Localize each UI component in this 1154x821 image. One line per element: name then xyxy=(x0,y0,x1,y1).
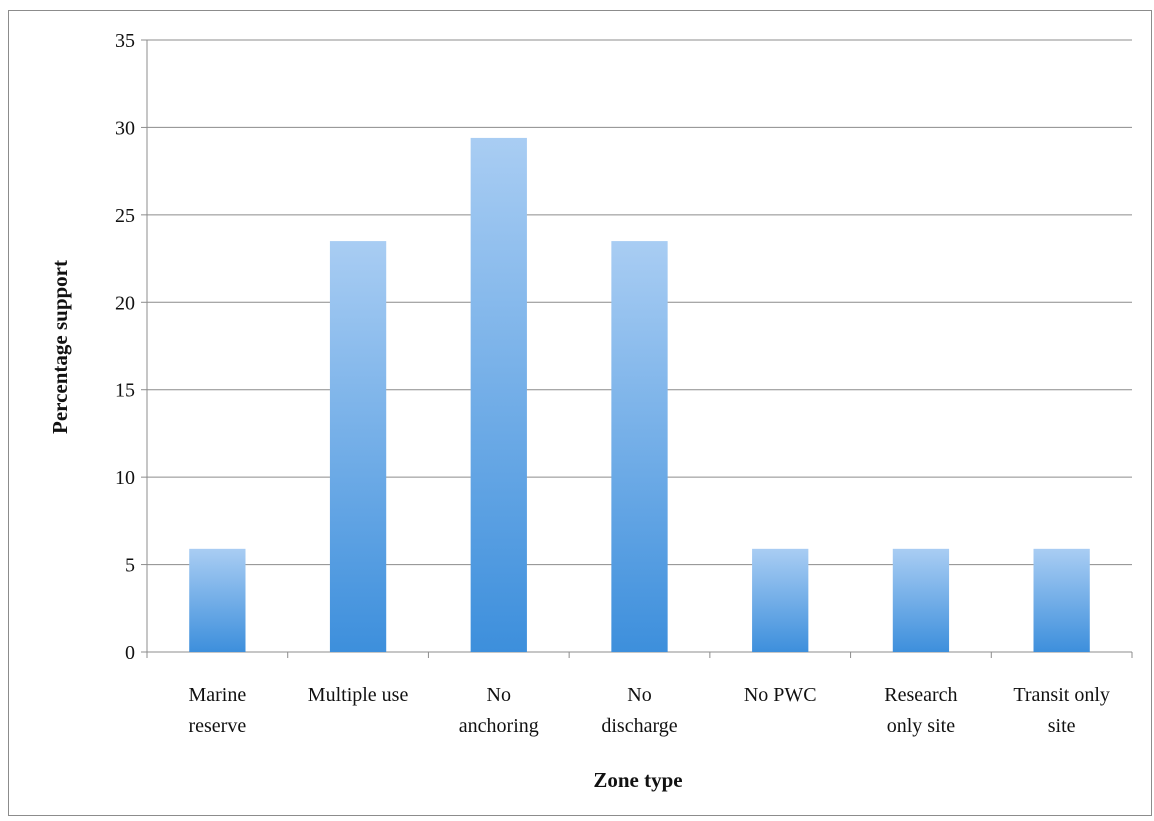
y-tick-label: 5 xyxy=(125,555,135,577)
gridlines xyxy=(147,39,1132,566)
x-category-label: No discharge xyxy=(601,684,677,737)
bar-4 xyxy=(752,548,809,652)
x-category-label: Research only site xyxy=(884,684,957,737)
x-category-label: Transit only site xyxy=(1013,684,1110,737)
y-tick-labels: 0 5 10 15 20 25 30 35 xyxy=(115,30,135,664)
bar-0 xyxy=(189,548,246,652)
bar-2 xyxy=(470,137,527,653)
y-axis-title: Percentage support xyxy=(48,260,72,434)
y-tick-label: 15 xyxy=(115,380,135,402)
y-tick-label: 25 xyxy=(115,205,135,227)
chart-frame xyxy=(8,10,1152,816)
x-category-label: Multiple use xyxy=(308,684,409,706)
y-tick-label: 10 xyxy=(115,467,135,489)
x-axis-title: Zone type xyxy=(593,768,682,792)
bar-6 xyxy=(1033,548,1090,652)
x-category-label: No anchoring xyxy=(459,684,539,737)
bar-5 xyxy=(892,548,950,652)
y-tick-label: 0 xyxy=(125,642,135,664)
y-tick-label: 20 xyxy=(115,292,135,314)
bar-1 xyxy=(329,241,387,653)
bar-3 xyxy=(611,241,668,653)
x-category-label: No PWC xyxy=(744,684,817,706)
y-tick-label: 30 xyxy=(115,117,135,139)
bars xyxy=(189,137,1090,653)
y-tick-label: 35 xyxy=(115,30,135,52)
x-category-labels: Marine reserve Multiple use No anchoring No di… xyxy=(188,684,1109,737)
x-category-label: Marine reserve xyxy=(188,684,246,737)
